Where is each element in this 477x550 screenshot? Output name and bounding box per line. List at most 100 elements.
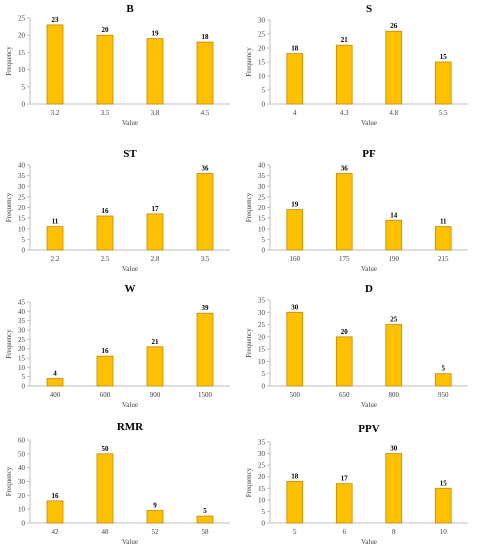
bar — [146, 213, 164, 251]
data-label: 14 — [390, 211, 398, 219]
y-tick-label: 20 — [258, 473, 266, 481]
y-tick-label: 10 — [258, 496, 266, 504]
y-tick-label: 10 — [258, 73, 266, 81]
y-tick-label: 25 — [18, 336, 26, 344]
x-tick-label: 3.5 — [201, 255, 210, 263]
data-label: 21 — [152, 338, 160, 346]
data-label: 16 — [102, 347, 110, 355]
y-tick-label: 40 — [18, 308, 26, 316]
data-label: 11 — [440, 218, 447, 226]
y-tick-label: 0 — [262, 383, 266, 391]
bar — [196, 173, 214, 251]
x-tick-label: 5.5 — [439, 109, 448, 117]
x-tick-label: 650 — [339, 391, 350, 399]
y-axis-label: Frequency — [245, 328, 253, 358]
bar — [385, 453, 403, 524]
data-label: 21 — [341, 36, 349, 44]
y-tick-label: 10 — [18, 506, 26, 514]
x-axis-label: Value — [122, 401, 138, 409]
y-tick-label: 30 — [18, 183, 26, 191]
data-label: 17 — [341, 475, 349, 483]
y-tick-label: 30 — [258, 183, 266, 191]
chart-title: ST — [123, 148, 137, 160]
data-label: 18 — [291, 45, 299, 53]
data-label: 5 — [442, 365, 446, 373]
y-axis-label: Frequency — [5, 192, 13, 222]
y-tick-label: 0 — [262, 247, 266, 255]
y-tick-label: 15 — [258, 485, 266, 493]
y-tick-label: 45 — [18, 299, 26, 307]
bar — [196, 312, 214, 387]
data-label: 39 — [202, 304, 210, 312]
y-tick-label: 20 — [18, 345, 26, 353]
data-label: 15 — [440, 479, 448, 487]
chart-panel: B 0 5 10 15 20 25 Frequency 23 3.2 20 3.5 19 3.8 18 4.5… — [5, 3, 230, 127]
y-tick-label: 15 — [18, 215, 26, 223]
bar — [335, 173, 353, 251]
y-tick-label: 0 — [22, 383, 26, 391]
y-tick-label: 5 — [262, 370, 266, 378]
x-tick-label: 500 — [290, 391, 301, 399]
y-axis-label: Frequency — [5, 329, 13, 359]
data-label: 9 — [153, 502, 157, 510]
bar — [146, 38, 164, 105]
y-axis-label: Frequency — [245, 192, 253, 222]
y-tick-label: 20 — [18, 32, 26, 40]
x-tick-label: 1500 — [198, 391, 213, 399]
data-label: 36 — [341, 165, 349, 173]
chart-panel: S 0 5 10 15 20 25 30 Frequency 18 4 21 4.3 26 4.8 15 5.5… — [245, 3, 468, 127]
x-tick-label: 2.8 — [151, 255, 160, 263]
bar — [385, 324, 403, 387]
y-tick-label: 20 — [18, 492, 26, 500]
x-tick-label: 4.3 — [340, 109, 349, 117]
y-tick-label: 15 — [258, 346, 266, 354]
bar — [434, 61, 452, 105]
x-tick-label: 215 — [438, 255, 449, 263]
y-tick-label: 40 — [18, 464, 26, 472]
x-tick-label: 3.5 — [101, 109, 110, 117]
data-label: 19 — [291, 201, 299, 209]
x-axis-label: Value — [122, 119, 138, 127]
y-tick-label: 20 — [258, 333, 266, 341]
bar — [196, 515, 214, 524]
bar — [46, 24, 64, 105]
y-tick-label: 10 — [258, 225, 266, 233]
y-tick-label: 25 — [258, 321, 266, 329]
data-label: 4 — [53, 370, 57, 378]
x-tick-label: 950 — [438, 391, 449, 399]
y-tick-label: 0 — [22, 101, 26, 109]
y-tick-label: 25 — [258, 462, 266, 470]
y-tick-label: 10 — [18, 66, 26, 74]
x-tick-label: 5 — [293, 528, 297, 536]
bar — [96, 34, 114, 105]
y-tick-label: 0 — [22, 520, 26, 528]
x-tick-label: 190 — [389, 255, 400, 263]
y-tick-label: 0 — [22, 247, 26, 255]
x-tick-label: 58 — [202, 528, 210, 536]
x-axis-label: Value — [361, 265, 377, 273]
y-tick-label: 50 — [18, 450, 26, 458]
bar — [196, 41, 214, 105]
x-axis-label: Value — [122, 265, 138, 273]
y-tick-label: 5 — [262, 508, 266, 516]
x-tick-label: 4.8 — [389, 109, 398, 117]
y-tick-label: 5 — [22, 83, 26, 91]
x-axis-label: Value — [361, 119, 377, 127]
data-label: 30 — [291, 303, 299, 311]
x-tick-label: 4 — [293, 109, 297, 117]
chart-panel: PF 0 5 10 15 20 25 30 35 40 Frequency 19 160 36 175 14 1… — [245, 148, 468, 273]
y-tick-label: 35 — [258, 172, 266, 180]
x-tick-label: 10 — [440, 528, 448, 536]
x-tick-label: 3.2 — [51, 109, 60, 117]
y-tick-label: 35 — [258, 297, 266, 305]
y-tick-label: 5 — [262, 236, 266, 244]
y-tick-label: 30 — [18, 327, 26, 335]
y-axis-label: Frequency — [5, 466, 13, 496]
y-tick-label: 20 — [258, 204, 266, 212]
bar — [96, 215, 114, 251]
x-tick-label: 160 — [290, 255, 301, 263]
x-tick-label: 2.5 — [101, 255, 110, 263]
bar — [286, 53, 304, 105]
bar — [46, 226, 64, 251]
